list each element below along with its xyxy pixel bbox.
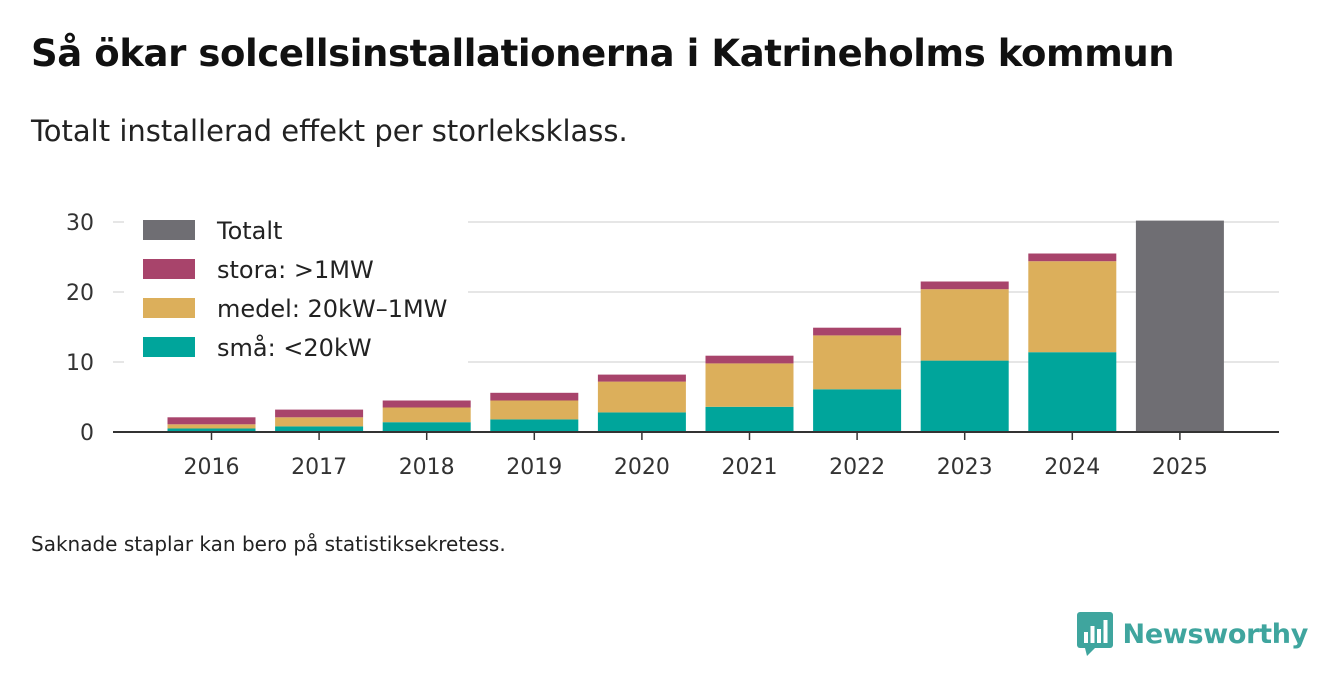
legend-swatch-totalt <box>143 220 195 240</box>
x-tick-label: 2025 <box>1152 455 1208 480</box>
bar-stora-2021 <box>705 355 794 364</box>
newsworthy-bar-chart-speech-bubble-icon <box>1076 612 1113 656</box>
legend-swatch-sma <box>143 337 195 357</box>
bar-medel-2021 <box>705 363 794 407</box>
bar-sma-2018 <box>382 422 471 432</box>
chart-subtitle: Totalt installerad effekt per storlekskl… <box>31 114 628 148</box>
y-tick-label: 30 <box>66 211 94 236</box>
legend-swatch-medel <box>143 298 195 318</box>
x-axis-ticks: 2016 2017 2018 2019 2020 2021 2022 2023 2024 2025 <box>184 432 1208 480</box>
bar-stora-2019 <box>490 392 579 401</box>
brand-name: Newsworthy <box>1122 618 1309 650</box>
bar-sma-2021 <box>705 406 794 432</box>
bar-sma-2024 <box>1028 352 1117 432</box>
bar-sma-2023 <box>920 360 1009 432</box>
bar-sma-2016 <box>167 428 256 432</box>
x-tick-label: 2017 <box>291 455 347 480</box>
bar-sma-2022 <box>813 389 902 432</box>
chart-title: Så ökar solcellsinstallationerna i Katri… <box>31 32 1175 75</box>
bar-medel-2017 <box>275 417 364 427</box>
x-tick-label: 2019 <box>506 455 562 480</box>
bars <box>167 220 1224 432</box>
x-tick-label: 2023 <box>937 455 993 480</box>
legend-label-sma: små: <20kW <box>217 333 372 362</box>
legend-label-stora: stora: >1MW <box>217 256 374 284</box>
bar-totalt-2025 <box>1135 220 1224 432</box>
x-tick-label: 2024 <box>1044 455 1100 480</box>
legend-swatch-stora <box>143 259 195 279</box>
x-tick-label: 2020 <box>614 455 670 480</box>
bar-stora-2023 <box>920 281 1009 290</box>
bar-sma-2019 <box>490 419 579 432</box>
bar-stora-2018 <box>382 400 471 408</box>
bar-medel-2023 <box>920 289 1009 361</box>
bar-stora-2024 <box>1028 253 1117 262</box>
x-tick-label: 2021 <box>722 455 778 480</box>
legend: Totalt stora: >1MW medel: 20kW–1MW små: <20… <box>124 208 468 376</box>
y-axis-ticks: 0 10 20 30 <box>66 211 94 446</box>
y-tick-label: 0 <box>80 421 94 446</box>
bar-medel-2022 <box>813 335 902 390</box>
footnote: Saknade staplar kan bero på statistiksek… <box>31 532 506 556</box>
legend-label-medel: medel: 20kW–1MW <box>217 295 447 323</box>
y-tick-label: 20 <box>66 281 94 306</box>
x-tick-label: 2018 <box>399 455 455 480</box>
legend-label-totalt: Totalt <box>216 217 282 245</box>
bar-medel-2018 <box>382 407 471 423</box>
bar-stora-2022 <box>813 327 902 336</box>
bar-stora-2020 <box>597 374 686 382</box>
bar-stora-2017 <box>275 409 364 418</box>
y-tick-label: 10 <box>66 351 94 376</box>
x-tick-label: 2016 <box>184 455 240 480</box>
bar-stora-2016 <box>167 417 256 425</box>
bar-sma-2017 <box>275 426 364 432</box>
bar-medel-2020 <box>597 381 686 413</box>
bar-medel-2016 <box>167 424 256 429</box>
x-tick-label: 2022 <box>829 455 885 480</box>
brand-logo[interactable]: Newsworthy <box>1076 612 1309 656</box>
bar-medel-2024 <box>1028 261 1117 353</box>
bar-medel-2019 <box>490 400 579 420</box>
bar-sma-2020 <box>597 412 686 432</box>
